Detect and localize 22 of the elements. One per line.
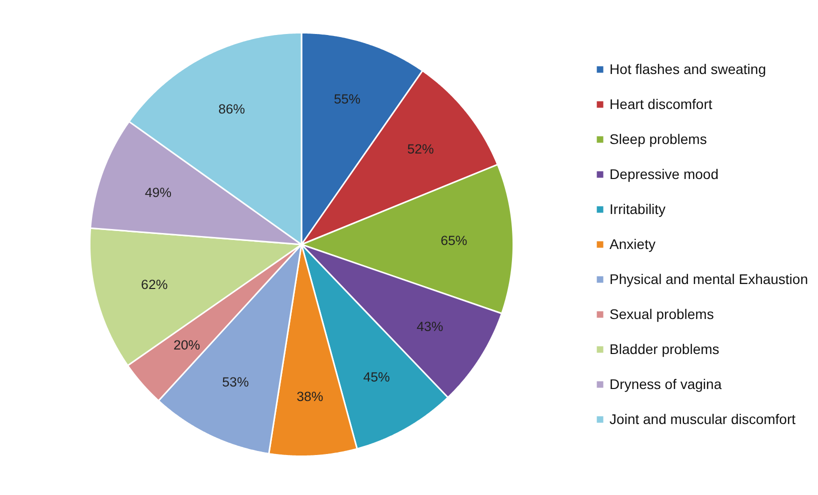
data-label: 43% — [416, 319, 444, 334]
legend-label: Hot flashes and sweating — [610, 61, 766, 77]
data-label: 86% — [218, 101, 246, 116]
legend-label: Depressive mood — [610, 166, 718, 182]
legend-label: Sleep problems — [610, 131, 707, 147]
data-label: 52% — [407, 142, 434, 157]
data-label: 65% — [440, 232, 468, 248]
legend-label: Physical and mental Exhaustion — [610, 271, 808, 287]
data-label: 45% — [363, 370, 390, 385]
legend-label: Heart discomfort — [610, 96, 712, 112]
data-label: 20% — [173, 337, 200, 352]
legend-label: Bladder problems — [610, 341, 720, 357]
data-label: 55% — [334, 92, 361, 107]
data-label: 62% — [141, 277, 168, 292]
data-label: 53% — [222, 374, 249, 390]
legend-label: Joint and muscular discomfort — [610, 411, 796, 427]
data-label: 38% — [296, 389, 324, 404]
legend-label: Dryness of vagina — [610, 376, 722, 392]
legend-label: Sexual problems — [610, 306, 714, 322]
data-label: 49% — [144, 184, 172, 200]
legend-label: Anxiety — [610, 236, 656, 252]
legend-label: Irritability — [610, 201, 666, 217]
